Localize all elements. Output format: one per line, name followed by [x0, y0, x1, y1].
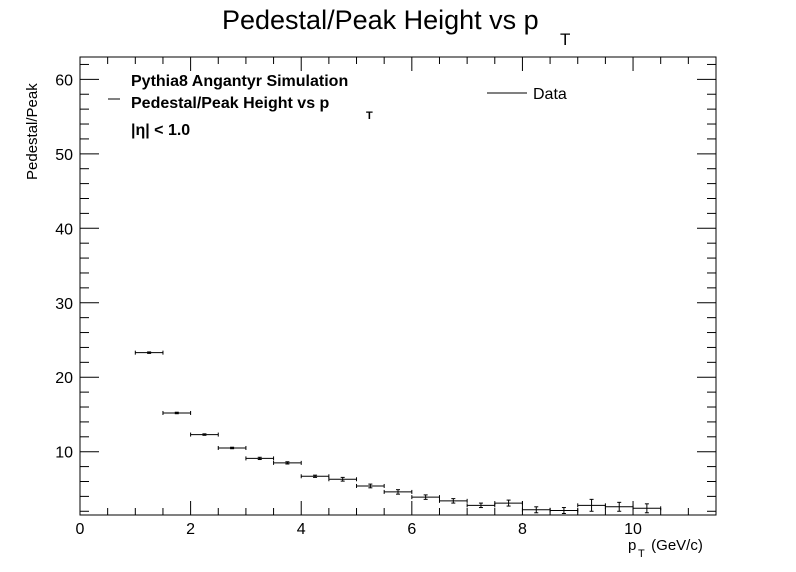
data-point	[438, 498, 468, 504]
annotation-block: Pythia8 Angantyr Simulation Pedestal/Pea…	[108, 73, 373, 139]
data-point	[466, 502, 496, 509]
data-point	[521, 506, 551, 514]
data-point	[494, 499, 523, 507]
data-point	[632, 503, 662, 514]
y-axis-title: Pedestal/Peak	[24, 83, 41, 180]
data-point	[549, 507, 579, 515]
y-tick-label: 40	[55, 221, 73, 238]
data-point	[273, 460, 302, 465]
data-point	[162, 410, 192, 415]
x-axis-title: p	[628, 537, 636, 554]
annotation-line-2-subscript: T	[366, 110, 373, 122]
x-axis-title-subscript: T	[638, 548, 645, 560]
data-point	[577, 498, 606, 512]
plot-frame	[79, 56, 717, 516]
y-tick-labels: 10 20 30 40 50 60	[55, 72, 73, 461]
y-tick-label: 30	[55, 296, 73, 313]
data-point	[300, 474, 330, 479]
data-point	[383, 489, 413, 495]
chart-title-subscript: T	[560, 30, 570, 49]
legend: Data	[487, 86, 567, 103]
annotation-line-3: |η| < 1.0	[131, 122, 190, 139]
x-tick-label: 10	[624, 521, 642, 538]
data-point	[604, 501, 634, 512]
data-point	[328, 476, 358, 482]
x-tick-label: 4	[297, 521, 306, 538]
data-points	[134, 350, 662, 515]
x-tick-label: 8	[518, 521, 527, 538]
x-tick-label: 2	[186, 521, 195, 538]
x-tick-labels: 0 2 4 6 8 10	[76, 521, 642, 538]
y-tick-label: 50	[55, 147, 73, 164]
data-point	[245, 456, 275, 461]
y-tick-label: 10	[55, 445, 73, 462]
y-tick-label: 60	[55, 72, 73, 89]
annotation-line-2: Pedestal/Peak Height vs p	[131, 95, 330, 112]
data-point	[217, 445, 247, 450]
x-axis-title-unit: (GeV/c)	[647, 537, 703, 554]
x-tick-label: 0	[76, 521, 85, 538]
data-point	[190, 432, 219, 437]
x-tick-label: 6	[407, 521, 416, 538]
data-point	[134, 350, 164, 355]
legend-label-data: Data	[533, 86, 567, 103]
y-tick-label: 20	[55, 370, 73, 387]
annotation-line-1: Pythia8 Angantyr Simulation	[131, 73, 348, 90]
chart-title: Pedestal/Peak Height vs p	[222, 5, 539, 35]
data-point	[411, 494, 440, 500]
data-point	[356, 483, 385, 489]
